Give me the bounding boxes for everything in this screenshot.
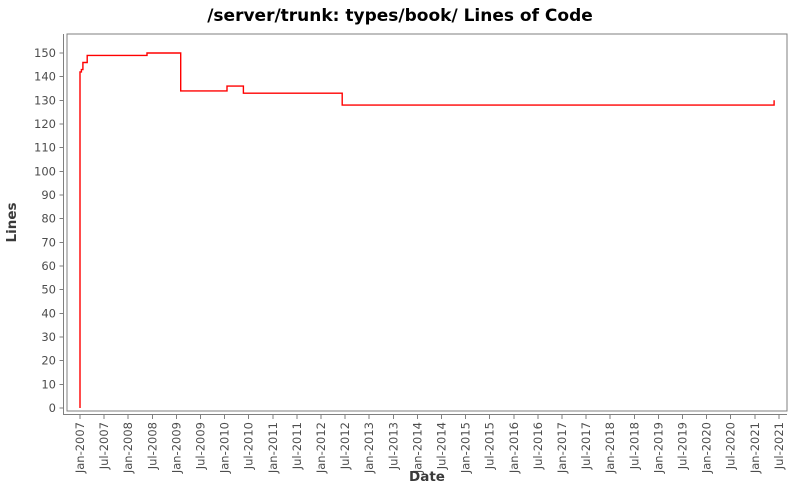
x-tick-label: Jan-2014	[410, 422, 424, 474]
x-axis-title: Date	[409, 469, 445, 485]
x-tick-label: Jul-2017	[579, 422, 593, 470]
x-tick-label: Jul-2016	[531, 422, 545, 470]
y-tick-label: 140	[34, 70, 56, 84]
x-tick-label: Jan-2010	[218, 422, 232, 474]
x-tick-label: Jul-2012	[338, 422, 352, 470]
plot-frame	[66, 33, 788, 412]
y-tick-label: 50	[41, 283, 56, 297]
y-tick-label: 70	[41, 235, 56, 249]
loc-data-line	[79, 52, 775, 408]
y-tick-label: 10	[41, 377, 56, 391]
y-tick-label: 40	[41, 306, 56, 320]
x-tick-label: Jul-2021	[772, 422, 786, 470]
x-tick-label: Jan-2011	[266, 422, 280, 474]
y-tick-label: 80	[41, 212, 56, 226]
x-tick-label: Jul-2009	[194, 422, 208, 470]
x-tick-label: Jan-2013	[362, 422, 376, 474]
x-tick-label: Jan-2009	[169, 422, 183, 474]
x-tick-label: Jul-2018	[627, 422, 641, 470]
y-tick-label: 20	[41, 354, 56, 368]
y-tick-label: 100	[34, 164, 56, 178]
x-tick-label: Jan-2016	[507, 422, 521, 474]
x-tick-label: Jul-2011	[290, 422, 304, 470]
y-axis-title: Lines	[4, 202, 20, 242]
x-tick-label: Jan-2020	[700, 422, 714, 474]
x-tick-label: Jul-2019	[676, 422, 690, 470]
y-tick-label: 110	[34, 141, 56, 155]
x-tick-label: Jul-2010	[242, 422, 256, 470]
y-tick-label: 60	[41, 259, 56, 273]
x-tick-label: Jul-2007	[97, 422, 111, 470]
y-tick-label: 120	[34, 117, 56, 131]
y-tick-label: 30	[41, 330, 56, 344]
y-tick-label: 130	[34, 93, 56, 107]
y-tick-label: 0	[49, 401, 56, 415]
x-tick-label: Jul-2014	[435, 422, 449, 470]
x-tick-label: Jan-2019	[651, 422, 665, 474]
x-tick-label: Jan-2008	[121, 422, 135, 474]
x-tick-label: Jan-2018	[603, 422, 617, 474]
chart-title: /server/trunk: types/book/ Lines of Code	[207, 6, 593, 26]
y-tick-label: 90	[41, 188, 56, 202]
x-tick-label: Jan-2012	[314, 422, 328, 474]
x-tick-label: Jan-2015	[459, 422, 473, 474]
x-tick-label: Jul-2008	[145, 422, 159, 470]
x-tick-label: Jul-2020	[724, 422, 738, 470]
axis-lines	[63, 34, 787, 415]
y-tick-label: 150	[34, 46, 56, 60]
x-tick-label: Jan-2007	[73, 422, 87, 474]
x-tick-label: Jan-2017	[555, 422, 569, 474]
plot-area: 0 10 20 30 40 50 60 70 80 90 100 110 120 130 140 150 Jan…	[34, 33, 788, 474]
x-tick-label: Jan-2021	[748, 422, 762, 474]
x-tick-label: Jul-2013	[386, 422, 400, 470]
x-tick-label: Jul-2015	[483, 422, 497, 470]
